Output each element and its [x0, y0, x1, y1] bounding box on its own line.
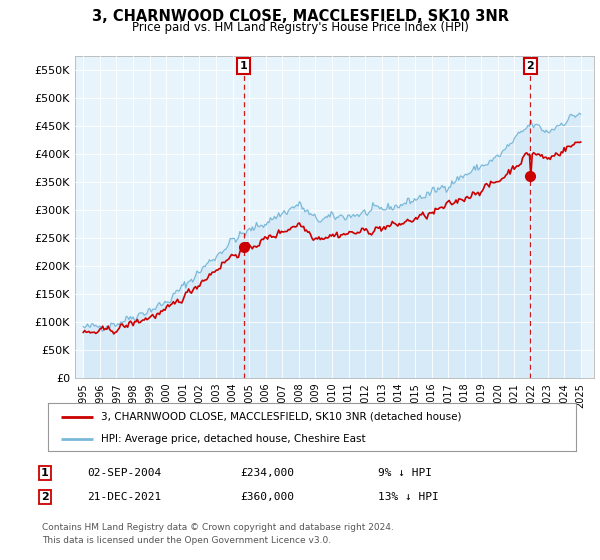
- Text: HPI: Average price, detached house, Cheshire East: HPI: Average price, detached house, Ches…: [101, 434, 365, 444]
- Text: 3, CHARNWOOD CLOSE, MACCLESFIELD, SK10 3NR: 3, CHARNWOOD CLOSE, MACCLESFIELD, SK10 3…: [91, 9, 509, 24]
- Text: This data is licensed under the Open Government Licence v3.0.: This data is licensed under the Open Gov…: [42, 536, 331, 545]
- Text: 9% ↓ HPI: 9% ↓ HPI: [378, 468, 432, 478]
- Text: 3, CHARNWOOD CLOSE, MACCLESFIELD, SK10 3NR (detached house): 3, CHARNWOOD CLOSE, MACCLESFIELD, SK10 3…: [101, 412, 461, 422]
- Text: 1: 1: [240, 61, 248, 71]
- Text: Price paid vs. HM Land Registry's House Price Index (HPI): Price paid vs. HM Land Registry's House …: [131, 21, 469, 34]
- Text: £234,000: £234,000: [240, 468, 294, 478]
- Text: 2: 2: [41, 492, 49, 502]
- Text: Contains HM Land Registry data © Crown copyright and database right 2024.: Contains HM Land Registry data © Crown c…: [42, 523, 394, 532]
- Text: 13% ↓ HPI: 13% ↓ HPI: [378, 492, 439, 502]
- Text: £360,000: £360,000: [240, 492, 294, 502]
- Text: 1: 1: [41, 468, 49, 478]
- Text: 2: 2: [527, 61, 535, 71]
- Text: 21-DEC-2021: 21-DEC-2021: [87, 492, 161, 502]
- Text: 02-SEP-2004: 02-SEP-2004: [87, 468, 161, 478]
